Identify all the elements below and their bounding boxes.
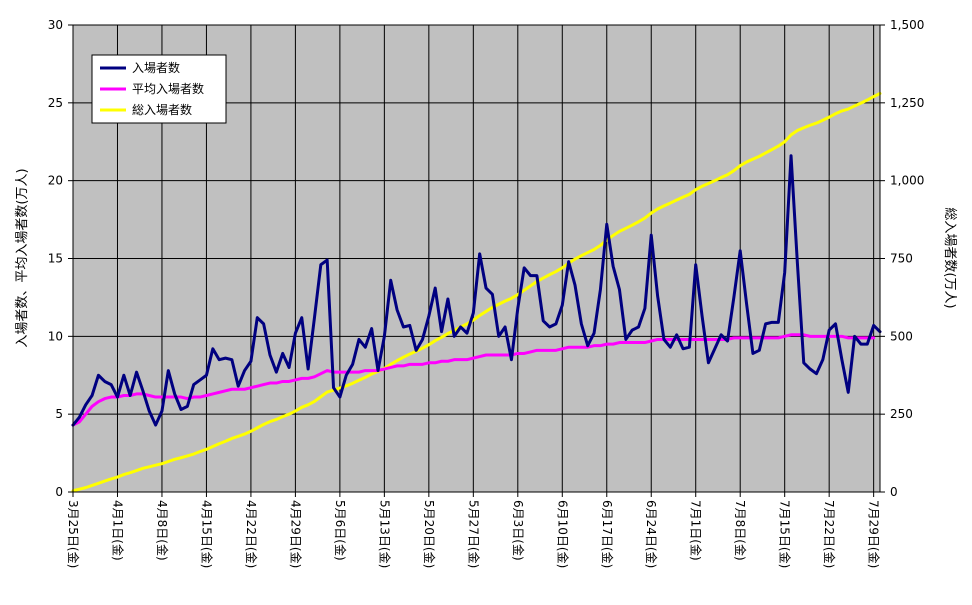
- legend-label-visitors: 入場者数: [132, 60, 180, 75]
- x-axis-ticks: 3月25日(金) 4月1日(金) 4月8日(金) 4月15日(金) 4月22日(金) 4月…: [66, 492, 882, 568]
- right-tick-label: 1,000: [890, 174, 924, 188]
- left-tick-label: 25: [48, 96, 63, 110]
- left-tick-label: 0: [55, 485, 63, 499]
- left-tick-label: 5: [55, 407, 63, 421]
- x-tick-label: 4月22日(金): [244, 500, 259, 568]
- left-tick-label: 10: [48, 329, 63, 343]
- right-tick-label: 500: [890, 329, 913, 343]
- x-tick-label: 4月8日(金): [155, 500, 170, 561]
- right-axis-ticks: 0 250 500 750 1,000 1,250 1,500: [880, 18, 924, 499]
- right-tick-label: 250: [890, 407, 913, 421]
- left-axis-title: 入場者数、平均入場者数(万人): [15, 168, 30, 347]
- right-tick-label: 1,500: [890, 18, 924, 32]
- left-axis-ticks: 0 5 10 15 20 25 30: [48, 18, 73, 499]
- x-tick-label: 6月24日(金): [644, 500, 659, 568]
- right-tick-label: 0: [890, 485, 898, 499]
- left-tick-label: 20: [48, 174, 63, 188]
- x-tick-label: 3月25日(金): [66, 500, 81, 568]
- left-tick-label: 15: [48, 252, 63, 266]
- x-tick-label: 6月17日(金): [600, 500, 615, 568]
- right-tick-label: 1,250: [890, 96, 924, 110]
- x-tick-label: 5月13日(金): [377, 500, 392, 568]
- legend: 入場者数 平均入場者数 総入場者数: [91, 54, 227, 124]
- series-line-2: [71, 91, 882, 493]
- right-tick-label: 750: [890, 252, 913, 266]
- x-tick-label: 4月1日(金): [110, 500, 125, 561]
- series-line-0: [71, 154, 882, 427]
- left-tick-label: 30: [48, 18, 63, 32]
- series-lines: [71, 91, 882, 493]
- x-tick-label: 6月3日(金): [511, 500, 526, 561]
- x-tick-label: 7月8日(金): [733, 500, 748, 561]
- x-tick-label: 6月10日(金): [555, 500, 570, 568]
- x-tick-label: 5月6日(金): [333, 500, 348, 561]
- legend-label-total: 総入場者数: [132, 102, 192, 117]
- x-tick-label: 4月29日(金): [288, 500, 303, 568]
- x-tick-label: 5月20日(金): [422, 500, 437, 568]
- x-tick-label: 7月1日(金): [689, 500, 704, 561]
- x-tick-label: 7月29日(金): [867, 500, 882, 568]
- series-line-1: [71, 333, 876, 427]
- right-axis-title: 総入場者数(万人): [942, 207, 957, 308]
- gridlines: [73, 25, 880, 492]
- x-tick-label: 7月15日(金): [778, 500, 793, 568]
- x-tick-label: 4月15日(金): [199, 500, 214, 568]
- x-tick-label: 7月22日(金): [822, 500, 837, 568]
- legend-label-average: 平均入場者数: [132, 81, 204, 96]
- x-tick-label: 5月27日(金): [466, 500, 481, 568]
